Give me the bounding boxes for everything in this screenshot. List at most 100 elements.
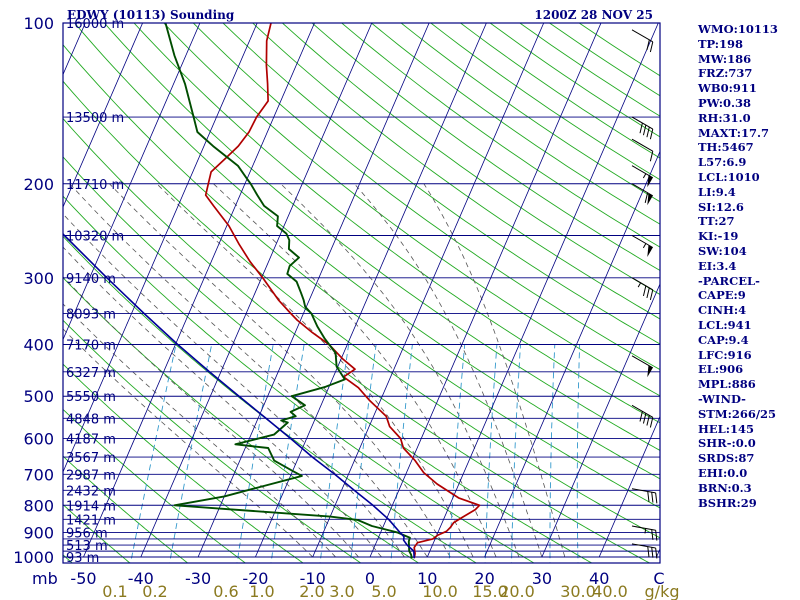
wind-barb-pennant	[647, 193, 653, 206]
wind-barb-feather	[651, 529, 654, 540]
wind-barb-feather	[642, 124, 647, 136]
height-label: 1914 m	[66, 499, 116, 514]
wind-barb-feather	[649, 289, 654, 301]
isotherm	[197, 23, 430, 558]
temperature-tick-label: -30	[185, 569, 211, 588]
pressure-tick-label: 500	[23, 387, 54, 406]
pressure-tick-label: 700	[23, 465, 54, 484]
wind-barb-feather	[644, 192, 649, 204]
mixing-ratio-label: 30.0	[560, 582, 596, 600]
temperature-tick-label: -20	[242, 569, 268, 588]
plot-frame	[62, 22, 661, 564]
stability-index: EL:906	[698, 362, 744, 377]
stability-index-list: WMO:10113 TP:198 MW:186 FRZ:737 WB0:911 PW:0.…	[698, 22, 798, 510]
temperature-tick-label: 20	[474, 569, 494, 588]
stability-index: TP:198	[698, 36, 744, 51]
mixing-ratio-line	[236, 344, 274, 563]
mixing-ratio-line	[270, 344, 305, 563]
mixing-ratio-label: 1.0	[249, 582, 274, 600]
wind-barb-feather	[651, 492, 654, 503]
stability-index: EI:3.4	[698, 258, 737, 273]
wind-barb-shaft	[631, 183, 654, 197]
stability-index: KI:-19	[698, 229, 739, 244]
mixing-ratio-line	[169, 344, 213, 563]
moist-adiabat	[63, 213, 405, 558]
stability-index: SI:12.6	[698, 199, 744, 214]
wind-barb-feather	[655, 530, 658, 541]
sounding-time: 1200Z 28 NOV 25	[534, 8, 653, 22]
stability-index: LCL:1010	[698, 169, 760, 184]
profile-lines	[63, 23, 481, 559]
mixing-ratio-label: 10.0	[422, 582, 458, 600]
wind-barb-feather	[655, 492, 658, 504]
dry-adiabat	[63, 455, 189, 563]
wind-barb	[631, 277, 654, 301]
wind-barb	[631, 165, 654, 188]
stability-index: -PARCEL-	[698, 273, 760, 288]
height-label: 5550 m	[66, 390, 116, 405]
dry-adiabat	[63, 363, 304, 563]
pressure-tick-label: 100	[23, 14, 54, 33]
height-label: 1421 m	[66, 513, 116, 528]
temperature-tick-label: -10	[300, 569, 326, 588]
wind-barb	[631, 525, 658, 541]
stability-index: -WIND-	[698, 391, 746, 406]
wind-barb	[631, 404, 654, 428]
wind-barb-feather	[649, 151, 654, 162]
chart-grid	[63, 23, 660, 563]
wind-barb-feather	[639, 411, 643, 422]
wind-barb-feather	[649, 128, 654, 140]
moist-adiabat	[69, 183, 428, 558]
wind-barb	[631, 543, 658, 559]
wind-barb-half-feather	[644, 528, 647, 534]
mixing-ratio-line	[350, 344, 377, 563]
dry-adiabat	[63, 503, 131, 563]
wind-barbs	[631, 29, 658, 559]
dry-adiabat	[63, 408, 247, 563]
isotherm	[63, 23, 201, 341]
stability-index: LCL:941	[698, 317, 752, 332]
wind-barb-feather	[642, 285, 647, 297]
stability-index: TH:5467	[698, 140, 754, 155]
isotherm	[63, 23, 143, 209]
wind-barb	[631, 355, 654, 378]
stability-index: WB0:911	[698, 81, 757, 96]
pressure-tick-label: 1000	[13, 548, 54, 567]
stability-index: CINH:4	[698, 303, 747, 318]
pressure-tick-label: 600	[23, 430, 54, 449]
isotherm	[484, 150, 660, 558]
wind-barb-feather	[646, 415, 650, 426]
temperature-curve	[204, 23, 481, 559]
moist-adiabat	[280, 183, 520, 558]
mixing-ratio-label: 5.0	[371, 582, 396, 600]
parcel-curve	[63, 232, 415, 559]
height-label: 93 m	[66, 551, 99, 566]
isotherm	[140, 23, 373, 558]
mixing-ratio-label: 20.0	[499, 582, 535, 600]
isotherm	[541, 282, 660, 558]
height-label: 11710 m	[66, 178, 124, 193]
mixing-ratio-label: 3.0	[329, 582, 354, 600]
mixing-ratio-label: 0.6	[213, 582, 238, 600]
mixing-ratio-line	[484, 344, 498, 563]
height-label: 8093 m	[66, 308, 116, 323]
stability-index: MPL:886	[698, 377, 756, 392]
stability-index: L57:6.9	[698, 155, 747, 170]
temperature-unit-label: C	[653, 569, 664, 588]
mixing-ratio-line	[390, 344, 413, 563]
stability-index: CAP:9.4	[698, 332, 749, 347]
wind-barb-feather	[649, 417, 654, 428]
temperature-tick-label: -40	[128, 569, 154, 588]
stability-index: BRN:0.3	[698, 480, 752, 495]
wind-barb-feather	[651, 547, 654, 558]
stability-index: LI:9.4	[698, 184, 736, 199]
stability-index: PW:0.38	[698, 95, 752, 110]
stability-index: SHR-:0.0	[698, 436, 756, 451]
height-label: 6327 m	[66, 366, 116, 381]
pressure-tick-label: 200	[23, 175, 54, 194]
mixing-ratio-line	[576, 344, 581, 563]
height-label: 956 m	[66, 527, 108, 542]
wind-barb-feather	[642, 413, 647, 424]
wind-barb	[631, 29, 654, 53]
wind-barb-feather	[647, 491, 650, 502]
